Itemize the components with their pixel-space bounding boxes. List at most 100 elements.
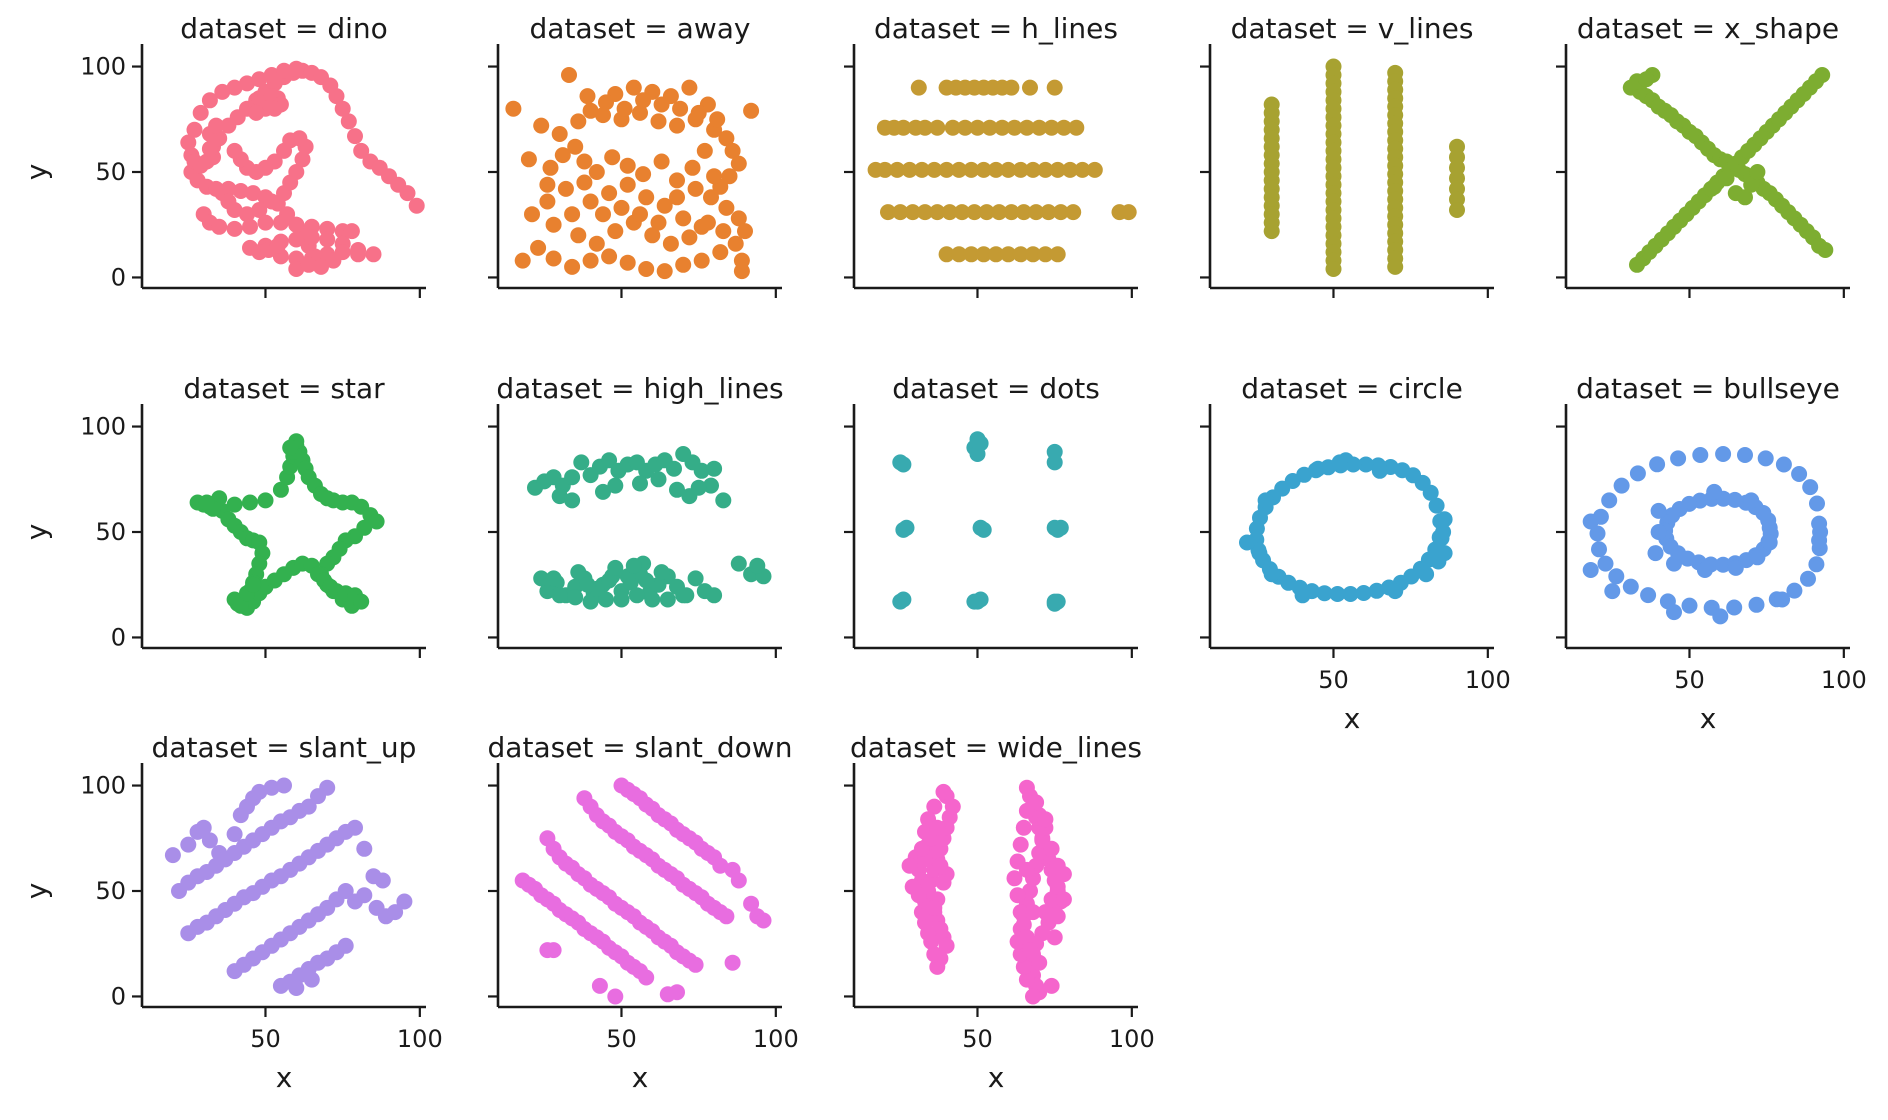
data-point [214,83,231,100]
panel-high_lines: dataset = high_lines [488,372,784,658]
data-point [325,252,342,269]
data-point [1436,545,1453,562]
data-point [929,958,946,975]
panel-dots: dataset = dots [844,372,1138,658]
data-point [573,454,590,471]
data-point [607,559,624,576]
data-point [715,492,732,509]
data-point [1791,466,1808,482]
data-point [1757,450,1774,467]
data-point [408,197,425,214]
data-point [591,977,608,994]
data-point [1022,79,1038,96]
panel-dino: dataset = dino 0 50 100 y [20,12,426,298]
data-point [1715,556,1732,573]
data-point [690,479,707,496]
data-point [619,157,636,174]
data-point [1018,861,1035,878]
data-point [910,887,927,904]
data-point [625,79,642,96]
data-point [675,256,692,273]
data-point [319,231,336,248]
data-point [288,164,305,180]
data-point [929,819,946,836]
data-point [1065,204,1082,221]
data-point [889,161,906,178]
data-point [635,166,652,183]
data-point [1031,954,1048,971]
data-point [1718,170,1735,187]
data-point [1692,447,1709,463]
data-point [1681,597,1698,614]
data-point [1666,604,1682,621]
data-point [601,572,618,589]
data-point [666,460,682,477]
data-point [288,60,305,77]
scatter-points [164,777,413,996]
data-point [895,456,912,473]
data-point [1712,608,1729,625]
data-point [582,193,599,210]
data-point [365,246,382,263]
data-point [1239,534,1255,551]
panel-title: dataset = away [530,12,751,45]
data-point [895,119,912,136]
data-point [616,100,633,117]
data-point [1591,541,1607,558]
data-point [1018,971,1035,988]
data-point [607,477,624,494]
data-point [703,189,719,206]
data-point [328,88,345,105]
panel-title: dataset = h_lines [874,12,1118,45]
data-point [1037,811,1054,828]
data-point [926,899,943,916]
panel-title: dataset = star [183,372,385,405]
data-point [1726,491,1743,508]
data-point [706,587,723,604]
data-point [242,494,258,511]
data-point [743,102,760,119]
data-point [669,117,685,134]
data-point [570,113,587,130]
data-point [1749,549,1766,566]
data-point [192,104,209,121]
data-point [926,946,943,963]
data-point [730,210,747,227]
data-point [263,193,280,210]
x-axis-label: x [1700,702,1717,735]
data-point [1817,242,1834,258]
scatter-points [867,79,1137,263]
data-point [755,912,772,929]
data-point [186,121,203,138]
data-point [951,161,967,178]
x-axis-label: x [632,1061,649,1094]
scatter-points [901,779,1072,1005]
data-point [1800,570,1816,587]
data-point [954,204,970,221]
data-point [693,252,710,269]
data-point [966,593,983,610]
data-point [337,883,354,899]
data-point [669,481,685,498]
data-point [601,185,618,202]
data-point [929,204,946,221]
data-point [180,836,197,853]
data-point [1601,492,1618,509]
data-point [963,246,980,263]
y-tick-label: 0 [111,982,126,1010]
data-point [944,119,961,136]
y-tick-label: 0 [111,623,126,651]
data-point [505,100,522,117]
data-point [1018,929,1035,946]
x-tick-label: 100 [1821,666,1867,694]
data-point [399,185,416,202]
data-point [1028,204,1045,221]
data-point [635,92,652,109]
data-point [917,119,933,136]
data-point [195,819,212,836]
data-point [1775,456,1792,473]
data-point [730,872,747,889]
data-point [892,204,909,221]
data-point [1786,582,1803,599]
data-point [1743,176,1760,193]
